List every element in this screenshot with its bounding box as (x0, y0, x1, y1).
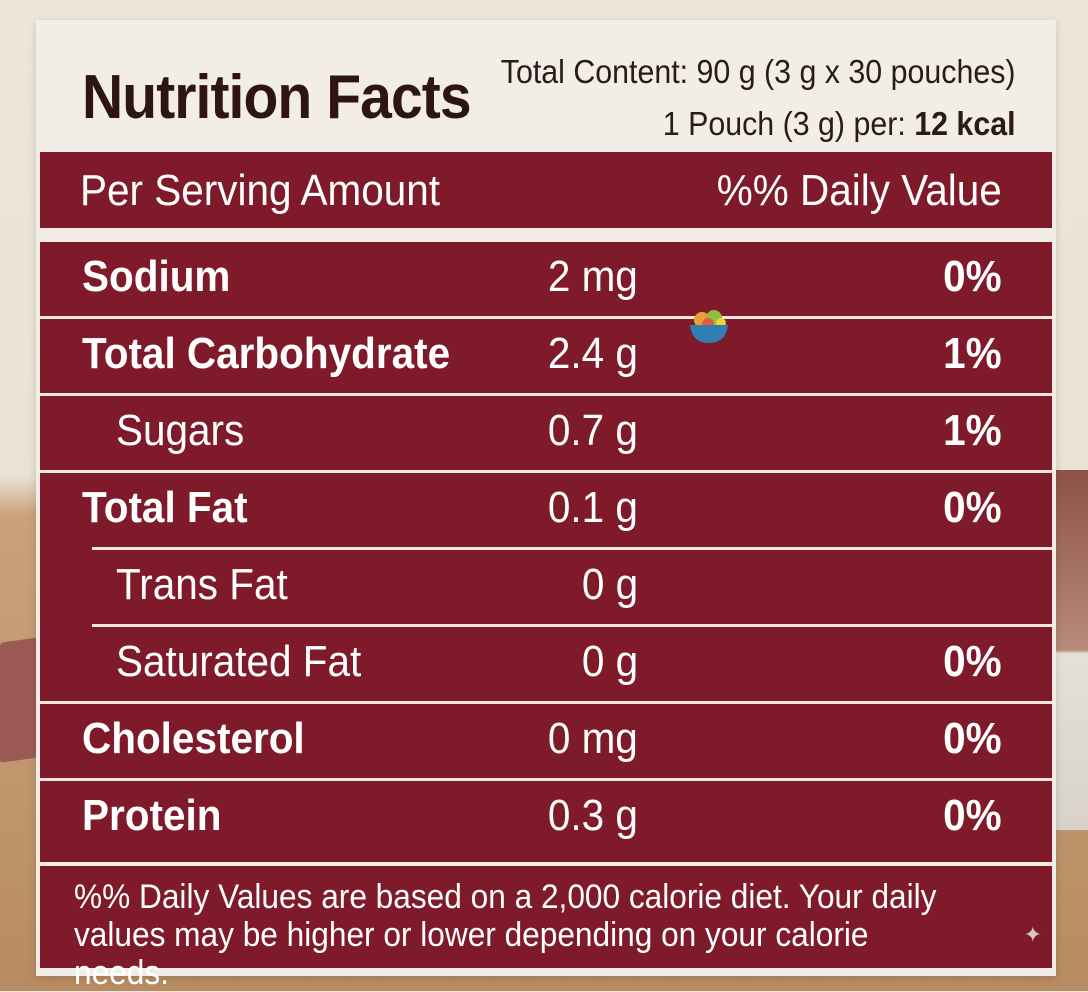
footnote-band: %% Daily Values are based on a 2,000 cal… (40, 866, 1052, 992)
table-row: Protein 0.3 g 0% (40, 781, 1052, 855)
nutrient-name: Total Carbohydrate (82, 329, 451, 378)
row-divider (92, 624, 1052, 627)
nutrient-amount: 2.4 g (547, 329, 638, 378)
column-header-band: Per Serving Amount %% Daily Value (40, 152, 1052, 228)
table-row: Cholesterol 0 mg 0% (40, 704, 1052, 778)
nutrient-daily-value: 0% (943, 791, 1002, 840)
nutrient-amount: 0.3 g (547, 791, 638, 840)
label-title: Nutrition Facts (82, 63, 472, 132)
table-row: Sodium 2 mg 0% (40, 242, 1052, 316)
nutrient-amount: 0.7 g (547, 406, 638, 455)
nutrient-amount: 0 g (581, 637, 638, 686)
nutrient-name: Sodium (82, 252, 231, 301)
nutrient-name: Saturated Fat (116, 637, 362, 686)
row-divider (40, 470, 1052, 473)
nutrient-name: Protein (82, 791, 222, 840)
nutrient-name: Sugars (116, 406, 245, 455)
nutrient-name: Total Fat (82, 483, 248, 532)
nutrient-daily-value: 0% (943, 483, 1002, 532)
nutrition-facts-label: Nutrition Facts Total Content: 90 g (3 g… (36, 20, 1056, 992)
nutrient-table: Sodium 2 mg 0% Total Carbohydrate 2.4 g … (40, 242, 1052, 862)
nutrient-daily-value: 1% (943, 329, 1002, 378)
nutrient-daily-value: 0% (943, 637, 1002, 686)
row-divider (40, 701, 1052, 704)
nutrient-amount: 2 mg (547, 252, 638, 301)
nutrient-name: Trans Fat (116, 560, 288, 609)
per-pouch-line: 1 Pouch (3 g) per: 12 kcal (501, 98, 1016, 150)
nutrient-amount: 0 mg (547, 714, 638, 763)
row-divider (92, 547, 1052, 550)
table-row: Trans Fat 0 g (40, 550, 1052, 624)
header-daily-value: %% Daily Value (717, 166, 1002, 215)
per-pouch-kcal: 12 kcal (914, 105, 1016, 142)
nutrient-daily-value: 0% (943, 252, 1002, 301)
nutrient-daily-value: 1% (943, 406, 1002, 455)
background-pouch-left (0, 637, 40, 763)
header-amount: Per Serving Amount (80, 166, 441, 215)
table-row: Sugars 0.7 g 1% (40, 396, 1052, 470)
table-row: Total Carbohydrate 2.4 g 1% (40, 319, 1052, 393)
nutrient-name: Cholesterol (82, 714, 305, 763)
table-row: Saturated Fat 0 g 0% (40, 627, 1052, 701)
total-content: Total Content: 90 g (3 g x 30 pouches) (501, 53, 1016, 90)
nutrient-amount: 0 g (581, 560, 638, 609)
food-bowl-icon (690, 310, 728, 343)
sparkle-icon: ✦ (1023, 922, 1042, 947)
per-pouch-prefix: 1 Pouch (3 g) per: (663, 105, 915, 142)
table-row: Total Fat 0.1 g 0% (40, 473, 1052, 547)
row-divider (40, 778, 1052, 781)
footnote-text: %% Daily Values are based on a 2,000 cal… (74, 878, 937, 992)
label-meta: Total Content: 90 g (3 g x 30 pouches) 1… (501, 46, 1016, 150)
nutrient-amount: 0.1 g (547, 483, 638, 532)
row-divider (40, 393, 1052, 396)
nutrient-daily-value: 0% (943, 714, 1002, 763)
row-divider (40, 316, 1052, 319)
